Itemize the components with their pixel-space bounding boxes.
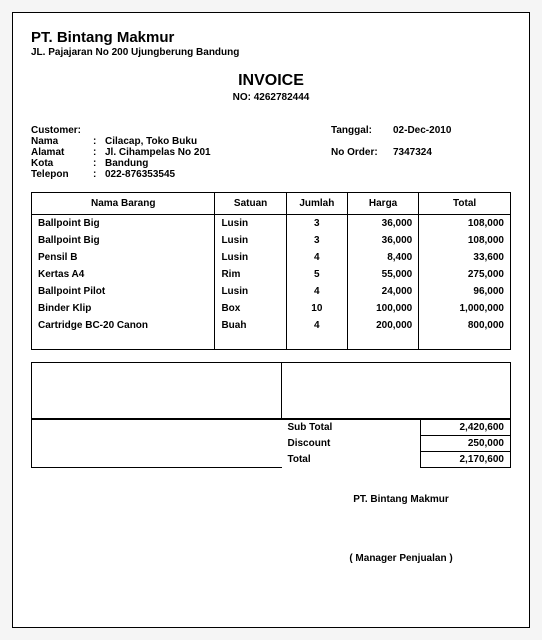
totals-left-cell [32, 420, 282, 468]
company-address: JL. Pajajaran No 200 Ujungberung Bandung [31, 47, 511, 58]
table-row: Ballpoint BigLusin336,000108,000 [32, 232, 511, 249]
signature-company: PT. Bintang Makmur [291, 494, 511, 505]
blank-left [32, 363, 282, 419]
item-total: 275,000 [419, 266, 511, 283]
table-row: Binder KlipBox10100,0001,000,000 [32, 300, 511, 317]
item-name: Binder Klip [32, 300, 215, 317]
item-price: 24,000 [347, 283, 418, 300]
item-name: Ballpoint Big [32, 215, 215, 233]
item-total: 33,600 [419, 249, 511, 266]
col-unit: Satuan [215, 193, 286, 215]
info-block: Customer: Tanggal: 02-Dec-2010 Nama : Ci… [31, 125, 511, 180]
item-qty: 4 [286, 249, 347, 266]
subtotal-row: Sub Total 2,420,600 [32, 420, 511, 436]
discount-value: 250,000 [421, 436, 511, 452]
customer-address: Jl. Cihampelas No 201 [105, 147, 331, 158]
signature-role: ( Manager Penjualan ) [291, 553, 511, 564]
orderno-value: 7347324 [393, 147, 469, 158]
customer-phone: 022-876353545 [105, 169, 331, 180]
item-price: 200,000 [347, 317, 418, 350]
totals-table: Sub Total 2,420,600 Discount 250,000 Tot… [31, 419, 511, 468]
item-unit: Rim [215, 266, 286, 283]
col-qty: Jumlah [286, 193, 347, 215]
phone-label: Telepon [31, 169, 93, 180]
total-label: Total [282, 452, 421, 468]
document-number-label: NO: [233, 92, 251, 103]
item-unit: Lusin [215, 283, 286, 300]
blank-row [32, 363, 511, 419]
item-name: Pensil B [32, 249, 215, 266]
item-qty: 3 [286, 215, 347, 233]
table-row: Kertas A4Rim555,000275,000 [32, 266, 511, 283]
discount-label: Discount [282, 436, 421, 452]
item-total: 800,000 [419, 317, 511, 350]
item-unit: Lusin [215, 249, 286, 266]
invoice-page: PT. Bintang Makmur JL. Pajajaran No 200 … [12, 12, 530, 628]
item-unit: Lusin [215, 232, 286, 249]
item-qty: 3 [286, 232, 347, 249]
item-name: Kertas A4 [32, 266, 215, 283]
items-table: Nama Barang Satuan Jumlah Harga Total Ba… [31, 192, 511, 350]
item-name: Ballpoint Big [32, 232, 215, 249]
item-price: 36,000 [347, 215, 418, 233]
table-row: Ballpoint PilotLusin424,00096,000 [32, 283, 511, 300]
item-price: 55,000 [347, 266, 418, 283]
item-qty: 4 [286, 317, 347, 350]
subtotal-label: Sub Total [282, 420, 421, 436]
item-total: 96,000 [419, 283, 511, 300]
date-label: Tanggal: [331, 125, 393, 136]
city-label: Kota [31, 158, 93, 169]
subtotal-value: 2,420,600 [421, 420, 511, 436]
signature-block: PT. Bintang Makmur ( Manager Penjualan ) [31, 494, 511, 564]
item-price: 100,000 [347, 300, 418, 317]
item-price: 8,400 [347, 249, 418, 266]
item-name: Cartridge BC-20 Canon [32, 317, 215, 350]
customer-heading: Customer: [31, 125, 93, 136]
blank-right [282, 363, 511, 419]
item-qty: 10 [286, 300, 347, 317]
item-unit: Buah [215, 317, 286, 350]
orderno-label: No Order: [331, 147, 393, 158]
table-row: Ballpoint BigLusin336,000108,000 [32, 215, 511, 233]
col-total: Total [419, 193, 511, 215]
item-name: Ballpoint Pilot [32, 283, 215, 300]
item-qty: 5 [286, 266, 347, 283]
document-title: INVOICE [31, 72, 511, 90]
document-number: NO: 4262782444 [31, 92, 511, 103]
item-qty: 4 [286, 283, 347, 300]
item-total: 1,000,000 [419, 300, 511, 317]
company-block: PT. Bintang Makmur JL. Pajajaran No 200 … [31, 29, 511, 58]
item-price: 36,000 [347, 232, 418, 249]
customer-city: Bandung [105, 158, 331, 169]
blank-section [31, 362, 511, 419]
item-total: 108,000 [419, 215, 511, 233]
item-unit: Box [215, 300, 286, 317]
col-name: Nama Barang [32, 193, 215, 215]
document-number-value: 4262782444 [254, 92, 310, 103]
col-price: Harga [347, 193, 418, 215]
table-header-row: Nama Barang Satuan Jumlah Harga Total [32, 193, 511, 215]
item-total: 108,000 [419, 232, 511, 249]
name-label: Nama [31, 136, 93, 147]
company-name: PT. Bintang Makmur [31, 29, 511, 46]
customer-name: Cilacap, Toko Buku [105, 136, 331, 147]
item-unit: Lusin [215, 215, 286, 233]
table-row: Pensil BLusin48,40033,600 [32, 249, 511, 266]
table-row: Cartridge BC-20 CanonBuah4200,000800,000 [32, 317, 511, 350]
total-value: 2,170,600 [421, 452, 511, 468]
address-label: Alamat [31, 147, 93, 158]
date-value: 02-Dec-2010 [393, 125, 469, 136]
